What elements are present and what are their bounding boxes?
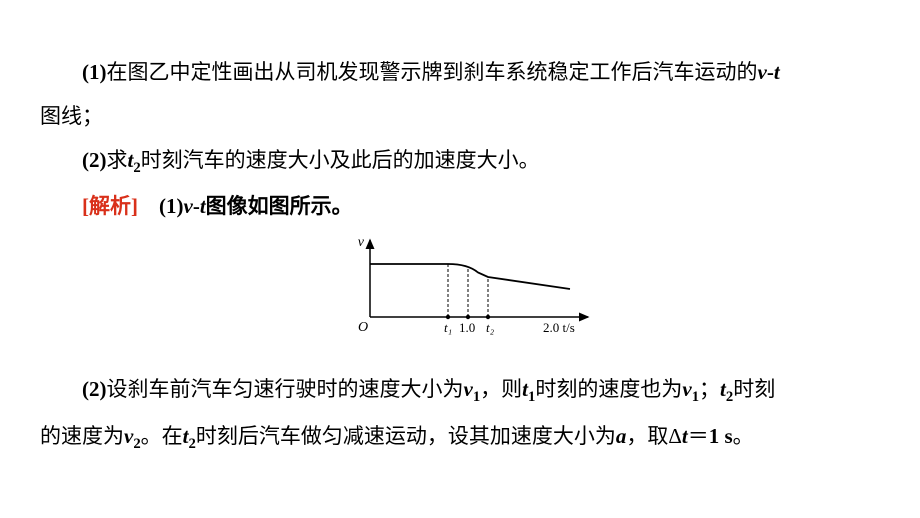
svg-text:v: v: [358, 235, 365, 250]
c-g: 。在: [141, 424, 183, 448]
c-v1bs: 1: [692, 390, 699, 406]
c-i: ，取: [626, 424, 668, 448]
part1-vt-v: v: [758, 60, 767, 84]
part2-text-a: 求: [107, 148, 128, 172]
c-prefix: (2): [82, 377, 107, 401]
problem-part1: (1)在图乙中定性画出从司机发现警示牌到刹车系统稳定工作后汽车运动的v-t: [40, 50, 880, 94]
problem-part1-line2: 图线；: [40, 94, 880, 138]
c-d: ；: [699, 377, 720, 401]
sol-text: 图像如图所示。: [206, 194, 353, 218]
c-f: 的速度为: [40, 424, 124, 448]
c-v2s: 2: [133, 436, 140, 452]
c-b: ，则: [480, 377, 522, 401]
part2-sub2: 2: [133, 160, 140, 176]
part1-prefix: (1): [82, 60, 107, 84]
c-c: 时刻的速度也为: [535, 377, 682, 401]
part1-text-b: 图线；: [40, 104, 103, 128]
c-dt: Δ: [668, 424, 682, 448]
sol-v: v: [184, 194, 193, 218]
sol-prefix: (1): [159, 194, 184, 218]
continuation-line: (2)设刹车前汽车匀速行驶时的速度大小为v1，则t1时刻的速度也为v1；t2时刻: [40, 367, 880, 413]
part1-vt-dash: -: [767, 60, 774, 84]
solution-label: [解析]: [82, 194, 138, 218]
svg-text:O: O: [358, 320, 368, 335]
vt-chart: v Ot₁ 1.0 t₂ 2.0 t/s: [320, 232, 600, 342]
part2-prefix: (2): [82, 148, 107, 172]
problem-part2: (2)求t2时刻汽车的速度大小及此后的加速度大小。: [40, 138, 880, 184]
c-v1: v: [464, 377, 473, 401]
c-j: 。: [733, 424, 754, 448]
solution-line1: [解析] (1)v-t图像如图所示。: [40, 184, 880, 228]
c-h: 时刻后汽车做匀减速运动，设其加速度大小为: [196, 424, 616, 448]
vt-chart-container: v Ot₁ 1.0 t₂ 2.0 t/s: [40, 232, 880, 357]
sol-dash: -: [193, 194, 200, 218]
c-avar: a: [616, 424, 627, 448]
svg-text:t₂: t₂: [486, 320, 495, 335]
part1-vt-t: t: [774, 60, 780, 84]
part1-text-a: 在图乙中定性画出从司机发现警示牌到刹车系统稳定工作后汽车运动的: [107, 60, 758, 84]
c-e: 时刻: [733, 377, 775, 401]
c-a: 设刹车前汽车匀速行驶时的速度大小为: [107, 377, 464, 401]
continuation-line2: 的速度为v2。在t2时刻后汽车做匀减速运动，设其加速度大小为a，取Δt＝1 s。: [40, 414, 880, 460]
c-val: 1 s: [709, 424, 733, 448]
svg-text:t₁: t₁: [444, 320, 452, 335]
c-v1b: v: [682, 377, 691, 401]
part2-text-b: 时刻汽车的速度大小及此后的加速度大小。: [141, 148, 540, 172]
c-t2bs: 2: [189, 436, 196, 452]
svg-text:2.0 t/s: 2.0 t/s: [543, 320, 575, 335]
c-v2: v: [124, 424, 133, 448]
svg-text:1.0: 1.0: [459, 320, 475, 335]
c-eq: ＝: [688, 424, 709, 448]
